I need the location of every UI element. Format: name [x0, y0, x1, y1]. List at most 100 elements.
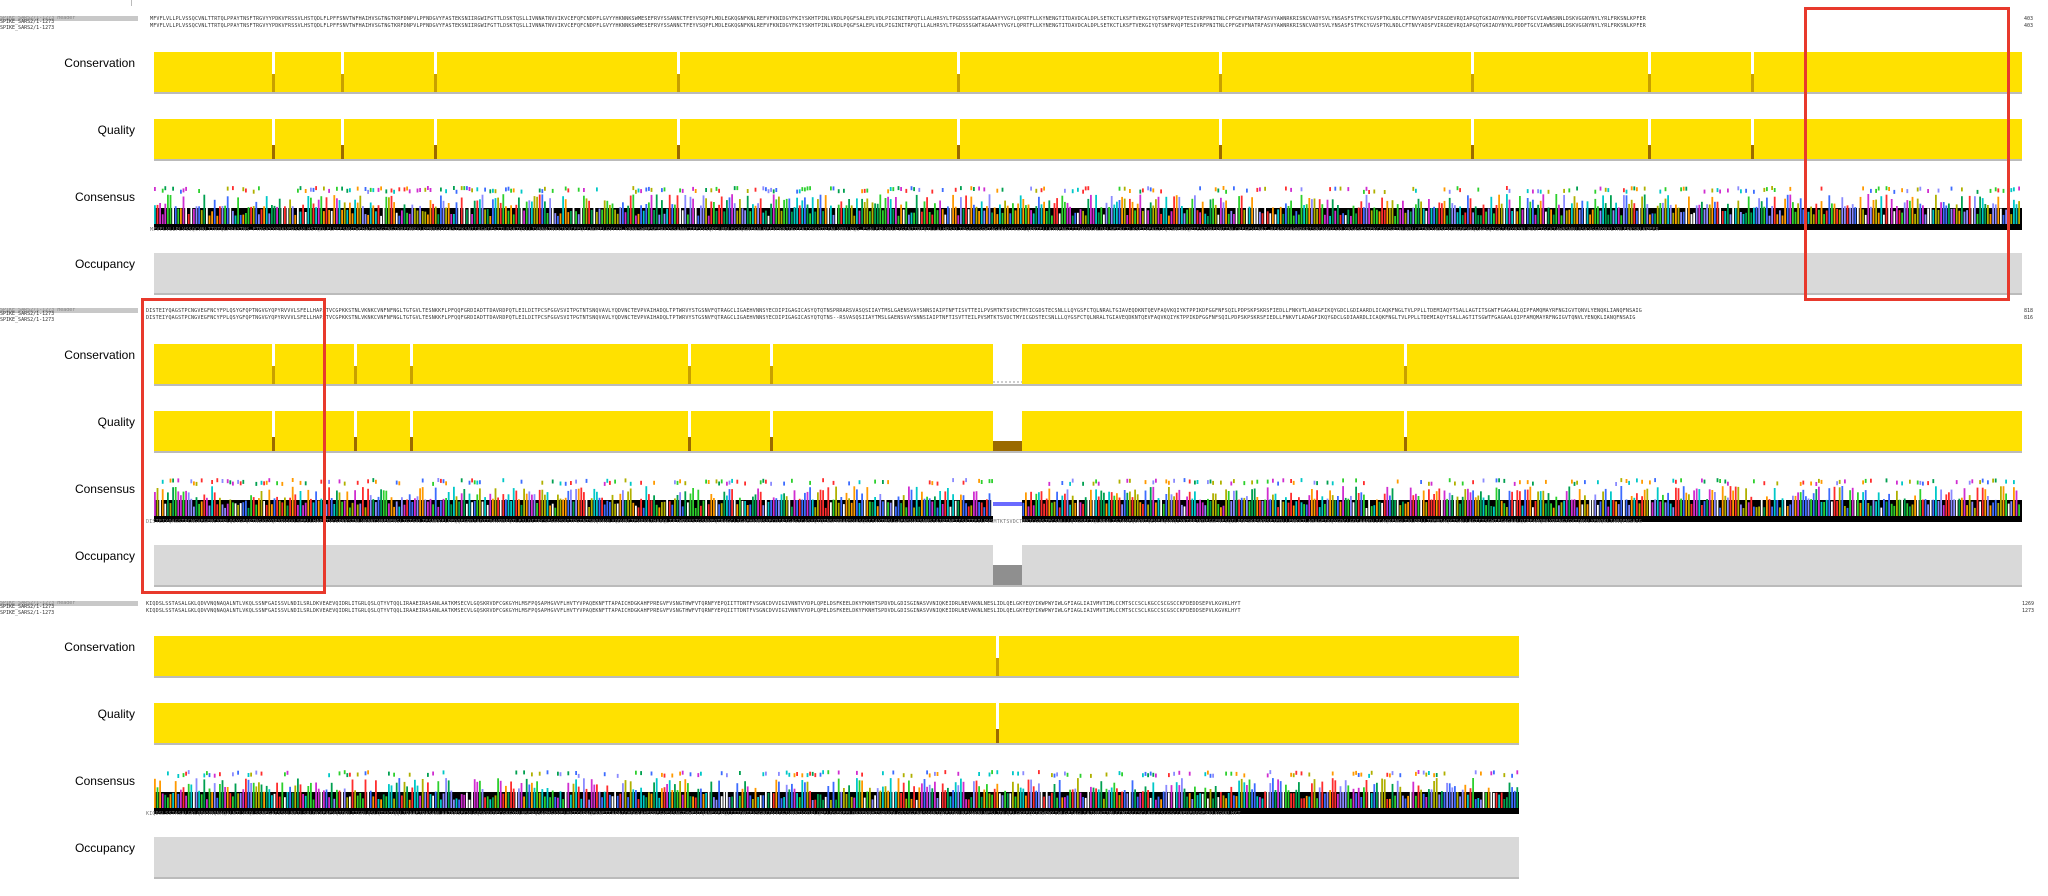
consensus-logo-column [1074, 502, 1077, 516]
consensus-logo-top [1979, 480, 1981, 485]
consensus-logo-column [713, 202, 715, 224]
consensus-logo-column [276, 496, 278, 516]
consensus-logo-column [458, 200, 460, 224]
conservation-track[interactable] [154, 344, 2022, 388]
sequence-name-1[interactable]: SPIKE_SARS2/1-1273 [0, 604, 55, 610]
end-number-1: 403 [2024, 16, 2034, 22]
consensus-logo-column [1123, 790, 1126, 808]
consensus-logo-top [302, 770, 304, 775]
sequence-name-1[interactable]: SPIKE_SARS2/1-1273 [0, 311, 55, 317]
consensus-logo-top [1308, 772, 1311, 777]
consensus-logo-column [1617, 504, 1620, 516]
consensus-logo-column [1846, 205, 1849, 224]
consensus-logo-column [915, 194, 918, 224]
consensus-logo-column [902, 782, 905, 808]
consensus-logo-column [611, 203, 614, 224]
consensus-logo-column [1324, 214, 1326, 224]
sequence-name-1[interactable]: SPIKE_SARS2/1-1273 [0, 19, 55, 25]
consensus-logo-column [1261, 213, 1264, 224]
consensus-logo-top [1123, 186, 1126, 191]
consensus-logo-column [494, 795, 497, 808]
consensus-logo-column [206, 799, 208, 808]
consensus-logo-column [1651, 502, 1654, 516]
column-gap [996, 636, 999, 676]
consensus-logo-column [1794, 211, 1797, 224]
consensus-logo-column [710, 201, 713, 224]
consensus-logo-top [1950, 186, 1953, 191]
sequence-row-1[interactable]: MFVFLVLLPLVSSQCVNLTTRTQLPPAYTNSFTRGVYYPD… [150, 16, 1646, 22]
consensus-logo-column [1030, 491, 1032, 516]
consensus-logo-column [1937, 209, 1940, 224]
consensus-logo-column [1714, 201, 1716, 224]
consensus-logo-column [1753, 506, 1755, 516]
sequence-row-2[interactable]: DISTEIYQAGSTPCNGVEGFNCYFPLQSYGFQPTNGVGYQ… [146, 315, 1636, 321]
consensus-logo-column [1243, 782, 1246, 808]
consensus-logo-column [453, 486, 455, 516]
sequence-row-1[interactable]: DISTEIYQAGSTPCNGVEGFNCYFPLQSYGFQPTNGVGYQ… [146, 308, 1642, 314]
sequence-name-2[interactable]: SPIKE_SARS2/1-1273 [0, 317, 55, 323]
sequence-row-1[interactable]: KIQDSLSSTASALGKLQDVVNQNAQALNTLVKQLSSNFGA… [146, 601, 1241, 607]
consensus-logo-column [1641, 496, 1643, 516]
consensus-logo-column [1558, 505, 1560, 516]
consensus-logo-top [796, 189, 798, 194]
consensus-logo-column [1256, 194, 1259, 224]
consensus-track[interactable] [154, 180, 2022, 230]
end-number-2: 403 [2024, 23, 2034, 29]
consensus-logo-column [1901, 497, 1903, 516]
consensus-logo-column [653, 495, 655, 516]
consensus-logo-column [684, 779, 687, 808]
sequence-name-2[interactable]: SPIKE_SARS2/1-1273 [0, 610, 55, 616]
consensus-logo-column [1170, 785, 1173, 808]
consensus-logo-column [1472, 778, 1474, 808]
consensus-logo-column [606, 200, 609, 224]
consensus-logo-column [1373, 505, 1376, 516]
consensus-logo-column [967, 209, 970, 224]
column-gap [677, 52, 680, 92]
consensus-logo-column [627, 797, 629, 808]
consensus-logo-top [1352, 771, 1355, 776]
consensus-logo-column [1433, 494, 1435, 516]
sequence-row-2[interactable]: KIQDSLSSTASALGKLQDVVNQNAQALNTLVKQLSSNFGA… [146, 608, 1241, 614]
consensus-logo-top [367, 770, 369, 775]
sequence-row-2[interactable]: MFVFLVLLPLVSSQCVNLTTRTQLPPAYTNSFTRGVYYPD… [150, 23, 1646, 29]
consensus-logo-column [1493, 213, 1495, 224]
consensus-logo-column [1451, 203, 1454, 224]
conservation-track[interactable] [154, 52, 2022, 96]
consensus-logo-column [1438, 488, 1441, 516]
sequence-name-2[interactable]: SPIKE_SARS2/1-1273 [0, 25, 55, 31]
occupancy-track[interactable] [154, 253, 2022, 297]
consensus-logo-top [822, 770, 824, 775]
consensus-logo-column [1898, 210, 1901, 224]
consensus-logo-top [442, 770, 445, 775]
consensus-logo-column [1534, 501, 1537, 516]
consensus-logo-top [801, 187, 804, 192]
consensus-logo-column [1854, 491, 1857, 516]
quality-track[interactable] [154, 411, 2022, 455]
consensus-logo-column [325, 504, 328, 516]
consensus-track[interactable] [154, 764, 1519, 814]
occupancy-track[interactable] [154, 837, 1519, 881]
quality-track[interactable] [154, 703, 1519, 747]
consensus-logo-column [1430, 208, 1433, 224]
consensus-logo-column [1152, 486, 1155, 516]
consensus-logo-column [1849, 207, 1851, 224]
consensus-logo-column [590, 209, 593, 224]
consensus-logo-top [796, 772, 798, 776]
consensus-logo-column [499, 495, 502, 516]
consensus-logo-column [1768, 215, 1771, 224]
consensus-logo-top [1004, 189, 1006, 194]
occupancy-track[interactable] [154, 545, 2022, 589]
consensus-logo-top [1256, 479, 1259, 484]
consensus-logo-top [1079, 773, 1082, 778]
consensus-logo-top [1503, 773, 1506, 778]
consensus-track[interactable] [154, 472, 2022, 522]
consensus-logo-column [837, 778, 840, 808]
consensus-logo-column [1240, 497, 1243, 516]
consensus-logo-column [1534, 214, 1537, 224]
conservation-track[interactable] [154, 636, 1519, 680]
consensus-logo-top [1636, 478, 1638, 483]
consensus-logo-top [804, 187, 806, 192]
consensus-logo-column [1799, 198, 1802, 224]
consensus-logo-column [975, 780, 978, 808]
quality-track[interactable] [154, 119, 2022, 163]
